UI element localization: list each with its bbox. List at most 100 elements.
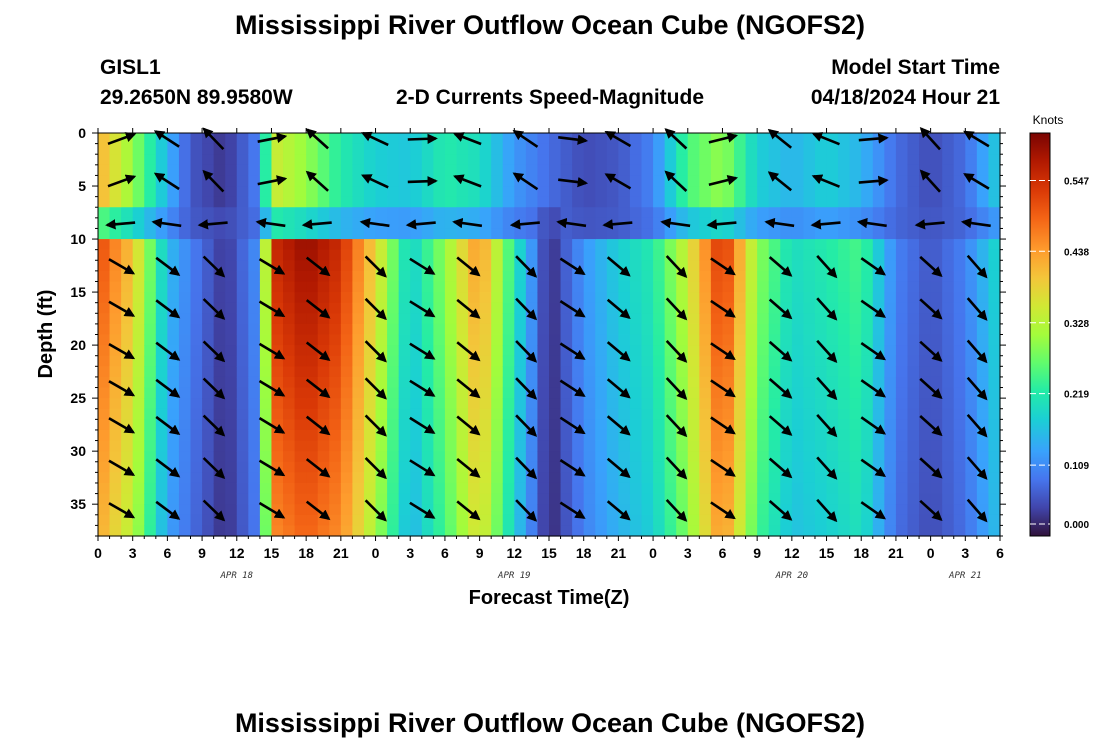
heatmap-cell [98,186,111,198]
heatmap-cell [803,514,816,526]
heatmap-cell [178,196,192,208]
heatmap-cell [236,408,249,420]
heatmap-cell [479,249,492,261]
heatmap-cell [583,408,596,420]
heatmap-cell [537,281,550,293]
x-tick-label: 12 [229,545,245,561]
heatmap-cell [734,270,747,283]
heatmap-cell [109,270,122,283]
heatmap-cell [502,196,515,208]
heatmap-cell [236,472,249,484]
current-arrow [966,413,988,438]
heatmap-cell [421,514,434,526]
heatmap-cell [121,366,134,378]
heatmap-cell [838,143,851,155]
heatmap-cell [895,207,909,219]
heatmap-cell [375,482,388,495]
heatmap-cell [537,472,550,484]
heatmap-cell [317,429,330,442]
heatmap-cell [491,451,504,463]
current-arrow [361,174,389,189]
heatmap-cell [699,323,712,336]
heatmap-cell [942,249,955,261]
heatmap-cell [710,154,724,166]
heatmap-cell [583,217,596,230]
current-arrow [405,219,436,230]
heatmap-cell [710,461,724,473]
heatmap-cell [144,164,157,177]
heatmap-cell [352,482,365,495]
heatmap-cell [641,408,654,420]
current-arrow [515,377,538,400]
heatmap-cell [710,345,724,357]
heatmap-cell [98,366,111,378]
heatmap-cell [653,207,666,219]
heatmap-cell [710,313,724,325]
heatmap-cell [259,302,273,314]
heatmap-cell [202,440,215,452]
heatmap-cell [109,186,122,198]
heatmap-cell [965,504,978,516]
heatmap-cell [653,482,666,495]
heatmap-cell [317,313,330,325]
heatmap-cell [144,408,157,420]
heatmap-cell [363,387,377,399]
heatmap-cell [664,504,677,516]
heatmap-cell [895,281,909,293]
x-tick-label: 6 [719,545,727,561]
heatmap-cell [919,154,932,166]
heatmap-cell [618,345,631,357]
heatmap-cell [814,281,828,293]
heatmap-cell [283,514,296,526]
heatmap-cell [791,186,805,198]
heatmap-cell [283,143,296,155]
heatmap-cell [491,186,504,198]
heatmap-cell [687,260,700,272]
heatmap-cell [629,504,643,516]
heatmap-cell [734,164,747,177]
heatmap-cell [872,292,885,304]
heatmap-cell [340,143,354,155]
heatmap-cell [537,133,550,145]
heatmap-cell [340,345,354,357]
heatmap-cell [722,323,735,336]
heatmap-cell [283,313,296,325]
heatmap-cell [213,376,226,389]
heatmap-cell [965,164,978,177]
current-arrow [604,130,632,148]
heatmap-cell [190,525,203,537]
heatmap-cell [895,514,909,526]
heatmap-cell [259,270,273,283]
heatmap-cell [155,281,168,293]
heatmap-cell [861,239,874,251]
heatmap-cell [421,281,434,293]
heatmap-cell [965,440,978,452]
heatmap-cell [248,440,261,452]
heatmap-cell [202,270,215,283]
current-arrow [768,298,793,320]
heatmap-cell [687,440,700,452]
heatmap-cell [861,154,874,166]
heatmap-cell [826,239,839,251]
heatmap-cell [479,440,492,452]
heatmap-cell [641,334,654,346]
heatmap-cell [259,493,273,505]
heatmap-cell [641,249,654,261]
heatmap-cell [329,196,342,208]
heatmap-cell [745,133,758,145]
heatmap-cell [502,440,515,452]
heatmap-cell [387,472,400,484]
heatmap-cell [791,196,805,208]
heatmap-cell [363,228,377,240]
heatmap-cell [687,345,700,357]
heatmap-cell [340,398,354,410]
heatmap-cell [294,387,307,399]
heatmap-cell [178,133,192,145]
heatmap-cell [375,133,388,145]
heatmap-cell [826,207,839,219]
heatmap-cell [283,323,296,336]
heatmap-cell [583,249,596,261]
heatmap-cell [791,292,805,304]
heatmap-cell [236,217,249,230]
heatmap-cell [895,376,909,389]
